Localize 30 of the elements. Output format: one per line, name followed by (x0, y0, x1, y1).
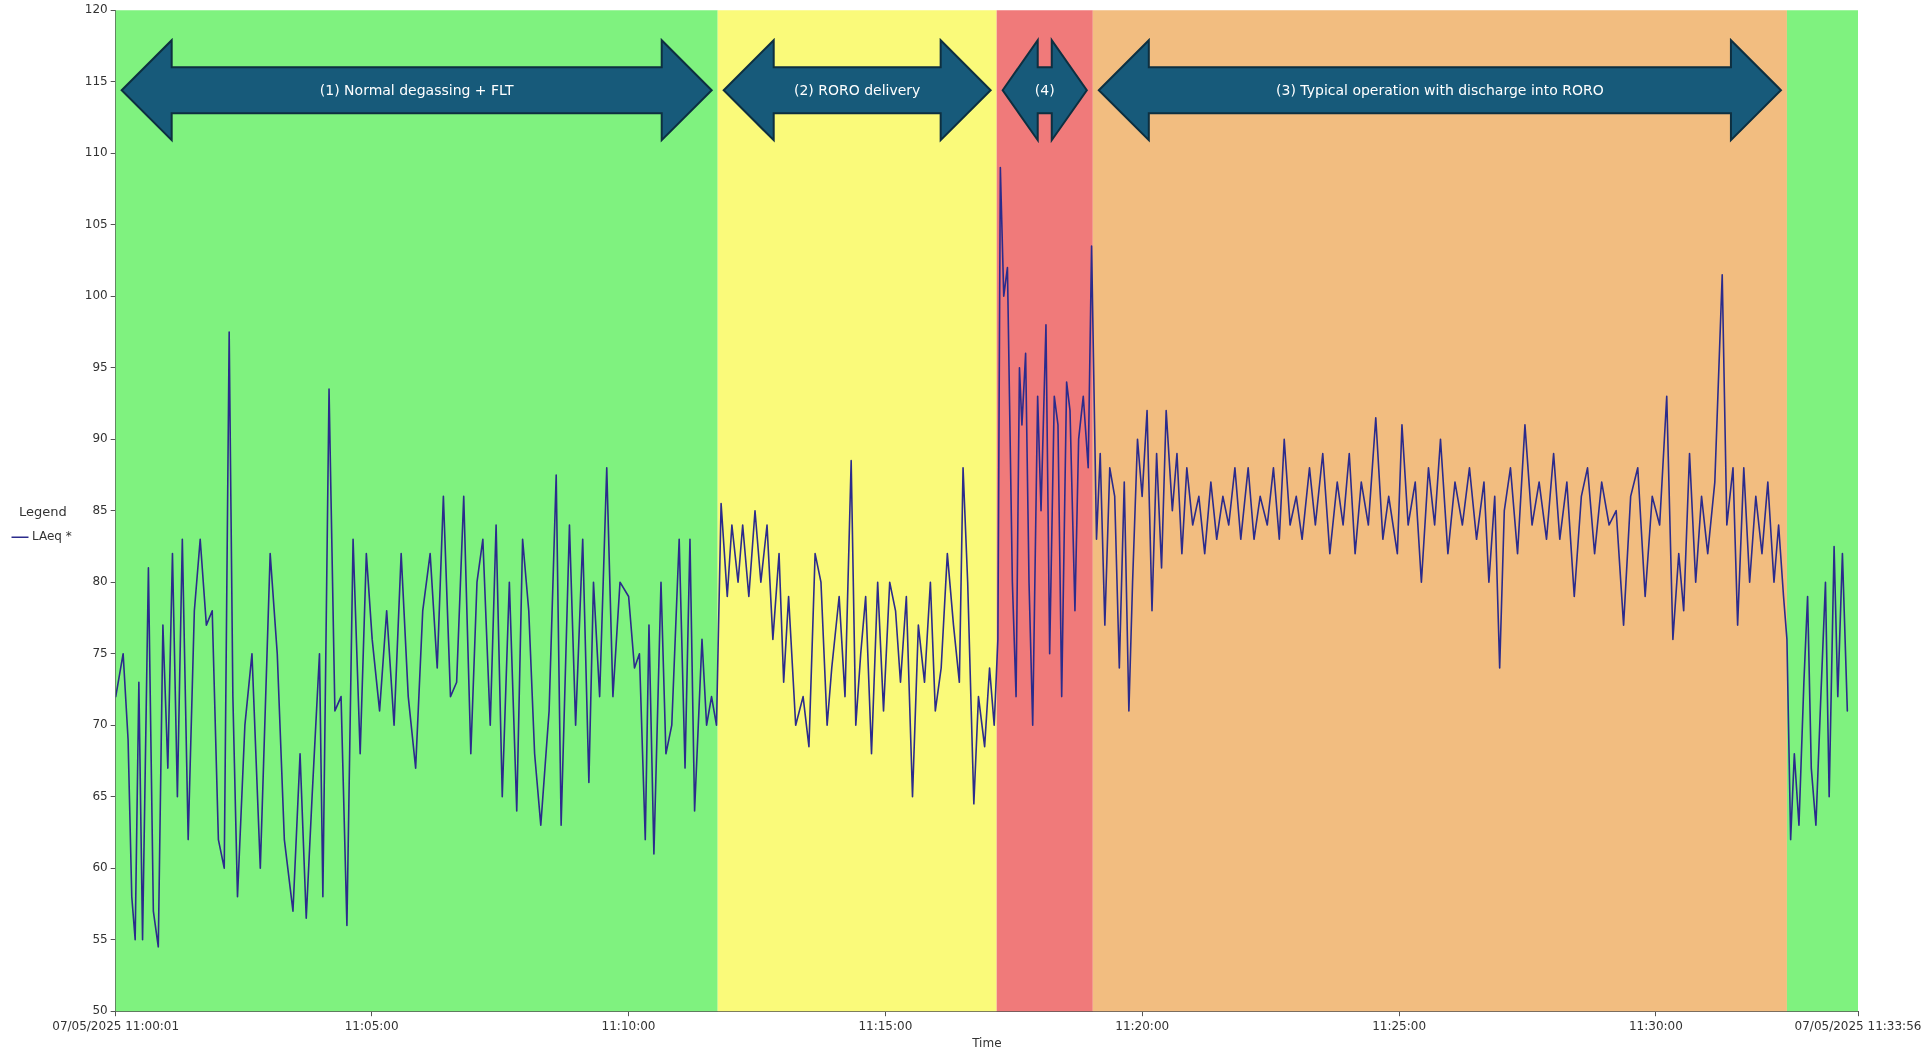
y-tick-label: 115 (84, 73, 108, 88)
x-tick-label: 11:30:00 (1628, 1018, 1683, 1033)
y-tick-label: 75 (92, 645, 108, 660)
band-label: (1) Normal degassing + FLT (319, 82, 514, 99)
x-tick-label: 07/05/2025 11:33:56 (1794, 1018, 1922, 1033)
band-label: (2) RORO delivery (793, 82, 921, 99)
x-tick-label: 11:25:00 (1372, 1018, 1427, 1033)
y-tick-label: 100 (84, 288, 108, 303)
y-tick-label: 65 (92, 788, 108, 803)
y-tick-label: 95 (92, 359, 108, 374)
legend-title: Legend (19, 503, 67, 519)
y-tick-label: 105 (84, 216, 108, 231)
y-tick-label: 50 (92, 1003, 108, 1018)
x-tick-label: 11:15:00 (858, 1018, 913, 1033)
y-tick-label: 60 (92, 860, 108, 875)
band-label: (3) Typical operation with discharge into RORO (1276, 82, 1604, 99)
y-tick-label: 90 (92, 431, 108, 446)
y-tick-label: 70 (92, 717, 108, 732)
x-tick-label: 11:10:00 (601, 1018, 656, 1033)
x-axis-title: Time (971, 1035, 1002, 1050)
band-label: (4) (1034, 82, 1055, 99)
y-tick-label: 55 (92, 931, 108, 946)
x-tick-label: 07/05/2025 11:00:01 (52, 1018, 180, 1033)
x-tick-label: 11:20:00 (1115, 1018, 1170, 1033)
x-tick-label: 11:05:00 (344, 1018, 399, 1033)
y-tick-label: 80 (92, 574, 108, 589)
y-tick-label: 120 (84, 2, 108, 17)
legend-label: LAeq * (32, 529, 72, 544)
y-tick-label: 85 (92, 502, 108, 517)
y-tick-label: 110 (84, 145, 108, 160)
